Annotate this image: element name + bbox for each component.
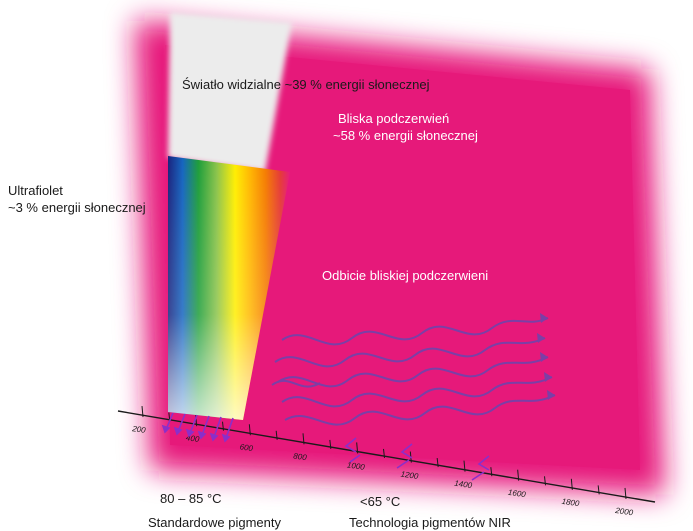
axis-major-tick (463, 460, 466, 472)
absorption-arrows (161, 412, 490, 481)
axis-tick-label: 1200 (400, 470, 419, 481)
axis-tick-label: 200 (131, 424, 147, 435)
uv-label-line1: Ultrafiolet (8, 183, 63, 198)
axis-tick-label: 1000 (346, 461, 365, 472)
visible-light-label: Światło widzialne ~39 % energii słoneczn… (182, 77, 430, 92)
nir-wave-arrowhead (537, 333, 545, 343)
nir-reflection-waves (271, 313, 556, 426)
axis-minor-tick (275, 430, 278, 440)
nir-wave (274, 337, 546, 368)
nir-reflection-label: Odbicie bliskiej podczerwieni (322, 268, 489, 283)
nir-wave (271, 379, 321, 388)
temp-nir-label: <65 °C (360, 494, 401, 509)
nir-wave-arrowhead (544, 372, 552, 382)
axis-major-tick (517, 469, 520, 481)
nir-wave (281, 317, 549, 346)
axis-tick-label: 800 (293, 451, 308, 462)
temp-standard-label: 80 – 85 °C (160, 491, 222, 506)
wavelength-axis: 200 400 600 800 1000 1200 1400 1600 1800 2000 (117, 406, 656, 518)
caption-standard-pigments: Standardowe pigmenty (148, 515, 281, 530)
nir-wave (277, 356, 549, 388)
nir-label-line2: ~58 % energii słonecznej (333, 128, 478, 143)
axis-tick-label: 1600 (507, 488, 526, 499)
axis-major-tick (356, 442, 359, 454)
axis-major-tick (302, 433, 305, 445)
axis-tick-label: 2000 (614, 506, 634, 518)
visible-light-beam (168, 12, 292, 172)
nir-wave-arrowhead (547, 390, 555, 400)
axis-line (117, 410, 656, 503)
nir-wave-arrowhead (540, 352, 548, 362)
axis-minor-tick (436, 458, 439, 468)
nir-wave-arrowhead (540, 313, 548, 323)
nir-wave (281, 376, 553, 408)
caption-nir-pigments: Technologia pigmentów NIR (349, 515, 511, 530)
axis-minor-tick (544, 476, 546, 486)
nir-wave (284, 394, 556, 426)
axis-major-tick (248, 424, 251, 436)
axis-minor-tick (329, 439, 332, 449)
axis-major-tick (141, 406, 144, 418)
uv-label-line2: ~3 % energii słonecznej (8, 200, 146, 215)
axis-minor-tick (222, 421, 224, 431)
axis-tick-label: 600 (239, 442, 254, 453)
axis-tick-label: 1800 (561, 497, 580, 508)
axis-major-tick (570, 478, 573, 490)
axis-tick-label: 1400 (454, 479, 473, 490)
axis-minor-tick (490, 467, 493, 477)
nir-label-line1: Bliska podczerwień (338, 111, 450, 126)
axis-tick-label: 400 (185, 433, 200, 444)
axis-minor-tick (597, 485, 600, 495)
axis-minor-tick (383, 448, 385, 459)
visible-spectrum-strip (168, 156, 290, 420)
axis-major-tick (624, 487, 627, 499)
